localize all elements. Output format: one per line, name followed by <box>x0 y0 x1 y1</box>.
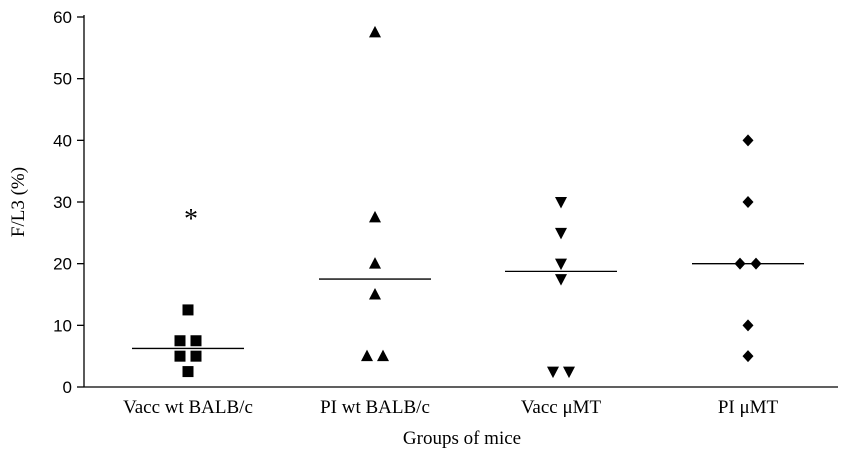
y-tick-label: 10 <box>53 316 72 335</box>
x-category-labels: Vacc wt BALB/c PI wt BALB/c Vacc μMT PI μMT <box>123 397 778 418</box>
data-point <box>742 196 754 208</box>
y-tick-label: 60 <box>53 8 72 27</box>
data-points <box>174 25 762 379</box>
data-point <box>547 366 559 379</box>
data-point <box>190 350 202 362</box>
x-category-label: PI μMT <box>718 397 779 418</box>
data-point <box>369 210 381 223</box>
data-point <box>182 366 194 378</box>
data-point <box>369 257 381 269</box>
y-tick-label: 20 <box>53 255 72 274</box>
data-point <box>742 134 754 147</box>
y-tick-label: 40 <box>53 131 72 150</box>
data-point <box>174 350 186 362</box>
y-ticks: 0 10 20 30 40 50 60 <box>53 8 84 397</box>
median-lines <box>132 263 804 350</box>
data-point <box>555 197 567 209</box>
data-point <box>555 274 567 286</box>
data-point <box>182 304 194 316</box>
data-point <box>734 257 746 270</box>
data-point <box>742 350 754 363</box>
axes <box>83 15 838 388</box>
y-tick-label: 30 <box>53 193 72 212</box>
annotations: * <box>184 204 198 235</box>
data-point <box>377 349 389 362</box>
data-point <box>563 366 575 379</box>
y-tick-label: 0 <box>63 378 72 397</box>
data-point <box>369 25 381 38</box>
x-category-label: PI wt BALB/c <box>320 397 430 418</box>
y-axis-title: F/L3 (%) <box>8 167 29 237</box>
data-point <box>750 257 762 270</box>
data-point <box>190 335 202 347</box>
x-axis-title: Groups of mice <box>403 428 521 449</box>
data-point <box>555 227 567 240</box>
x-category-label: Vacc wt BALB/c <box>123 397 253 418</box>
data-point <box>369 288 381 300</box>
data-point <box>555 258 567 271</box>
data-point <box>361 349 373 362</box>
y-tick-label: 50 <box>53 70 72 89</box>
significance-asterisk: * <box>184 204 198 235</box>
data-point <box>742 319 754 332</box>
x-category-label: Vacc μMT <box>521 397 602 418</box>
data-point <box>174 335 186 347</box>
